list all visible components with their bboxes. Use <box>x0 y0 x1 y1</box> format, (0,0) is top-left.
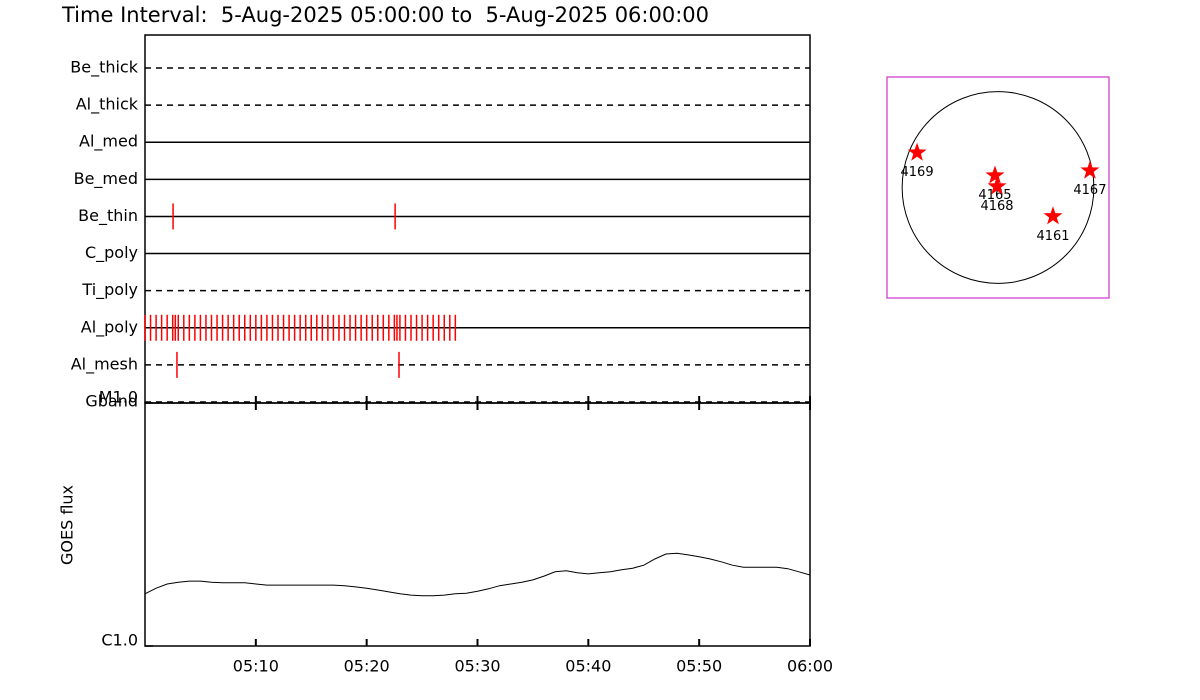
region-star <box>1043 206 1063 225</box>
x-tick-label: 05:40 <box>565 657 611 676</box>
row-label: Al_poly <box>81 317 138 337</box>
solar-disk <box>901 91 1095 284</box>
row-label: Al_thick <box>76 95 139 115</box>
x-tick-label: 05:30 <box>454 657 500 676</box>
region-star <box>987 176 1007 195</box>
panel-frame <box>144 402 811 647</box>
region-label: 4169 <box>901 165 934 180</box>
row-label: Be_thin <box>78 206 138 226</box>
y-axis-label: GOES flux <box>58 485 77 565</box>
goes-curve <box>144 552 811 597</box>
y-tick-label: C1.0 <box>101 631 138 650</box>
x-tick-label: 05:50 <box>676 657 722 676</box>
region-star <box>907 142 927 161</box>
region-star <box>985 165 1005 184</box>
map-frame <box>886 76 1110 299</box>
row-label: Al_mesh <box>71 354 138 374</box>
region-star <box>1080 160 1100 179</box>
panel-frame <box>144 34 811 404</box>
y-tick-label: M1.0 <box>99 388 138 407</box>
x-tick-label: 06:00 <box>787 657 833 676</box>
row-label: Be_med <box>74 169 138 189</box>
x-tick-label: 05:10 <box>233 657 279 676</box>
region-label: 4161 <box>1036 229 1069 244</box>
row-label: Al_med <box>79 132 138 152</box>
region-label: 4168 <box>980 199 1013 214</box>
row-label: Ti_poly <box>81 280 138 300</box>
x-tick-label: 05:20 <box>344 657 390 676</box>
row-label: Be_thick <box>70 58 138 78</box>
row-label: Gband <box>85 392 138 411</box>
chart-title: Time Interval: 5-Aug-2025 05:00:00 to 5-… <box>61 3 709 27</box>
row-label: C_poly <box>85 243 138 263</box>
region-label: 4167 <box>1073 183 1106 198</box>
region-label: 4165 <box>978 188 1011 203</box>
